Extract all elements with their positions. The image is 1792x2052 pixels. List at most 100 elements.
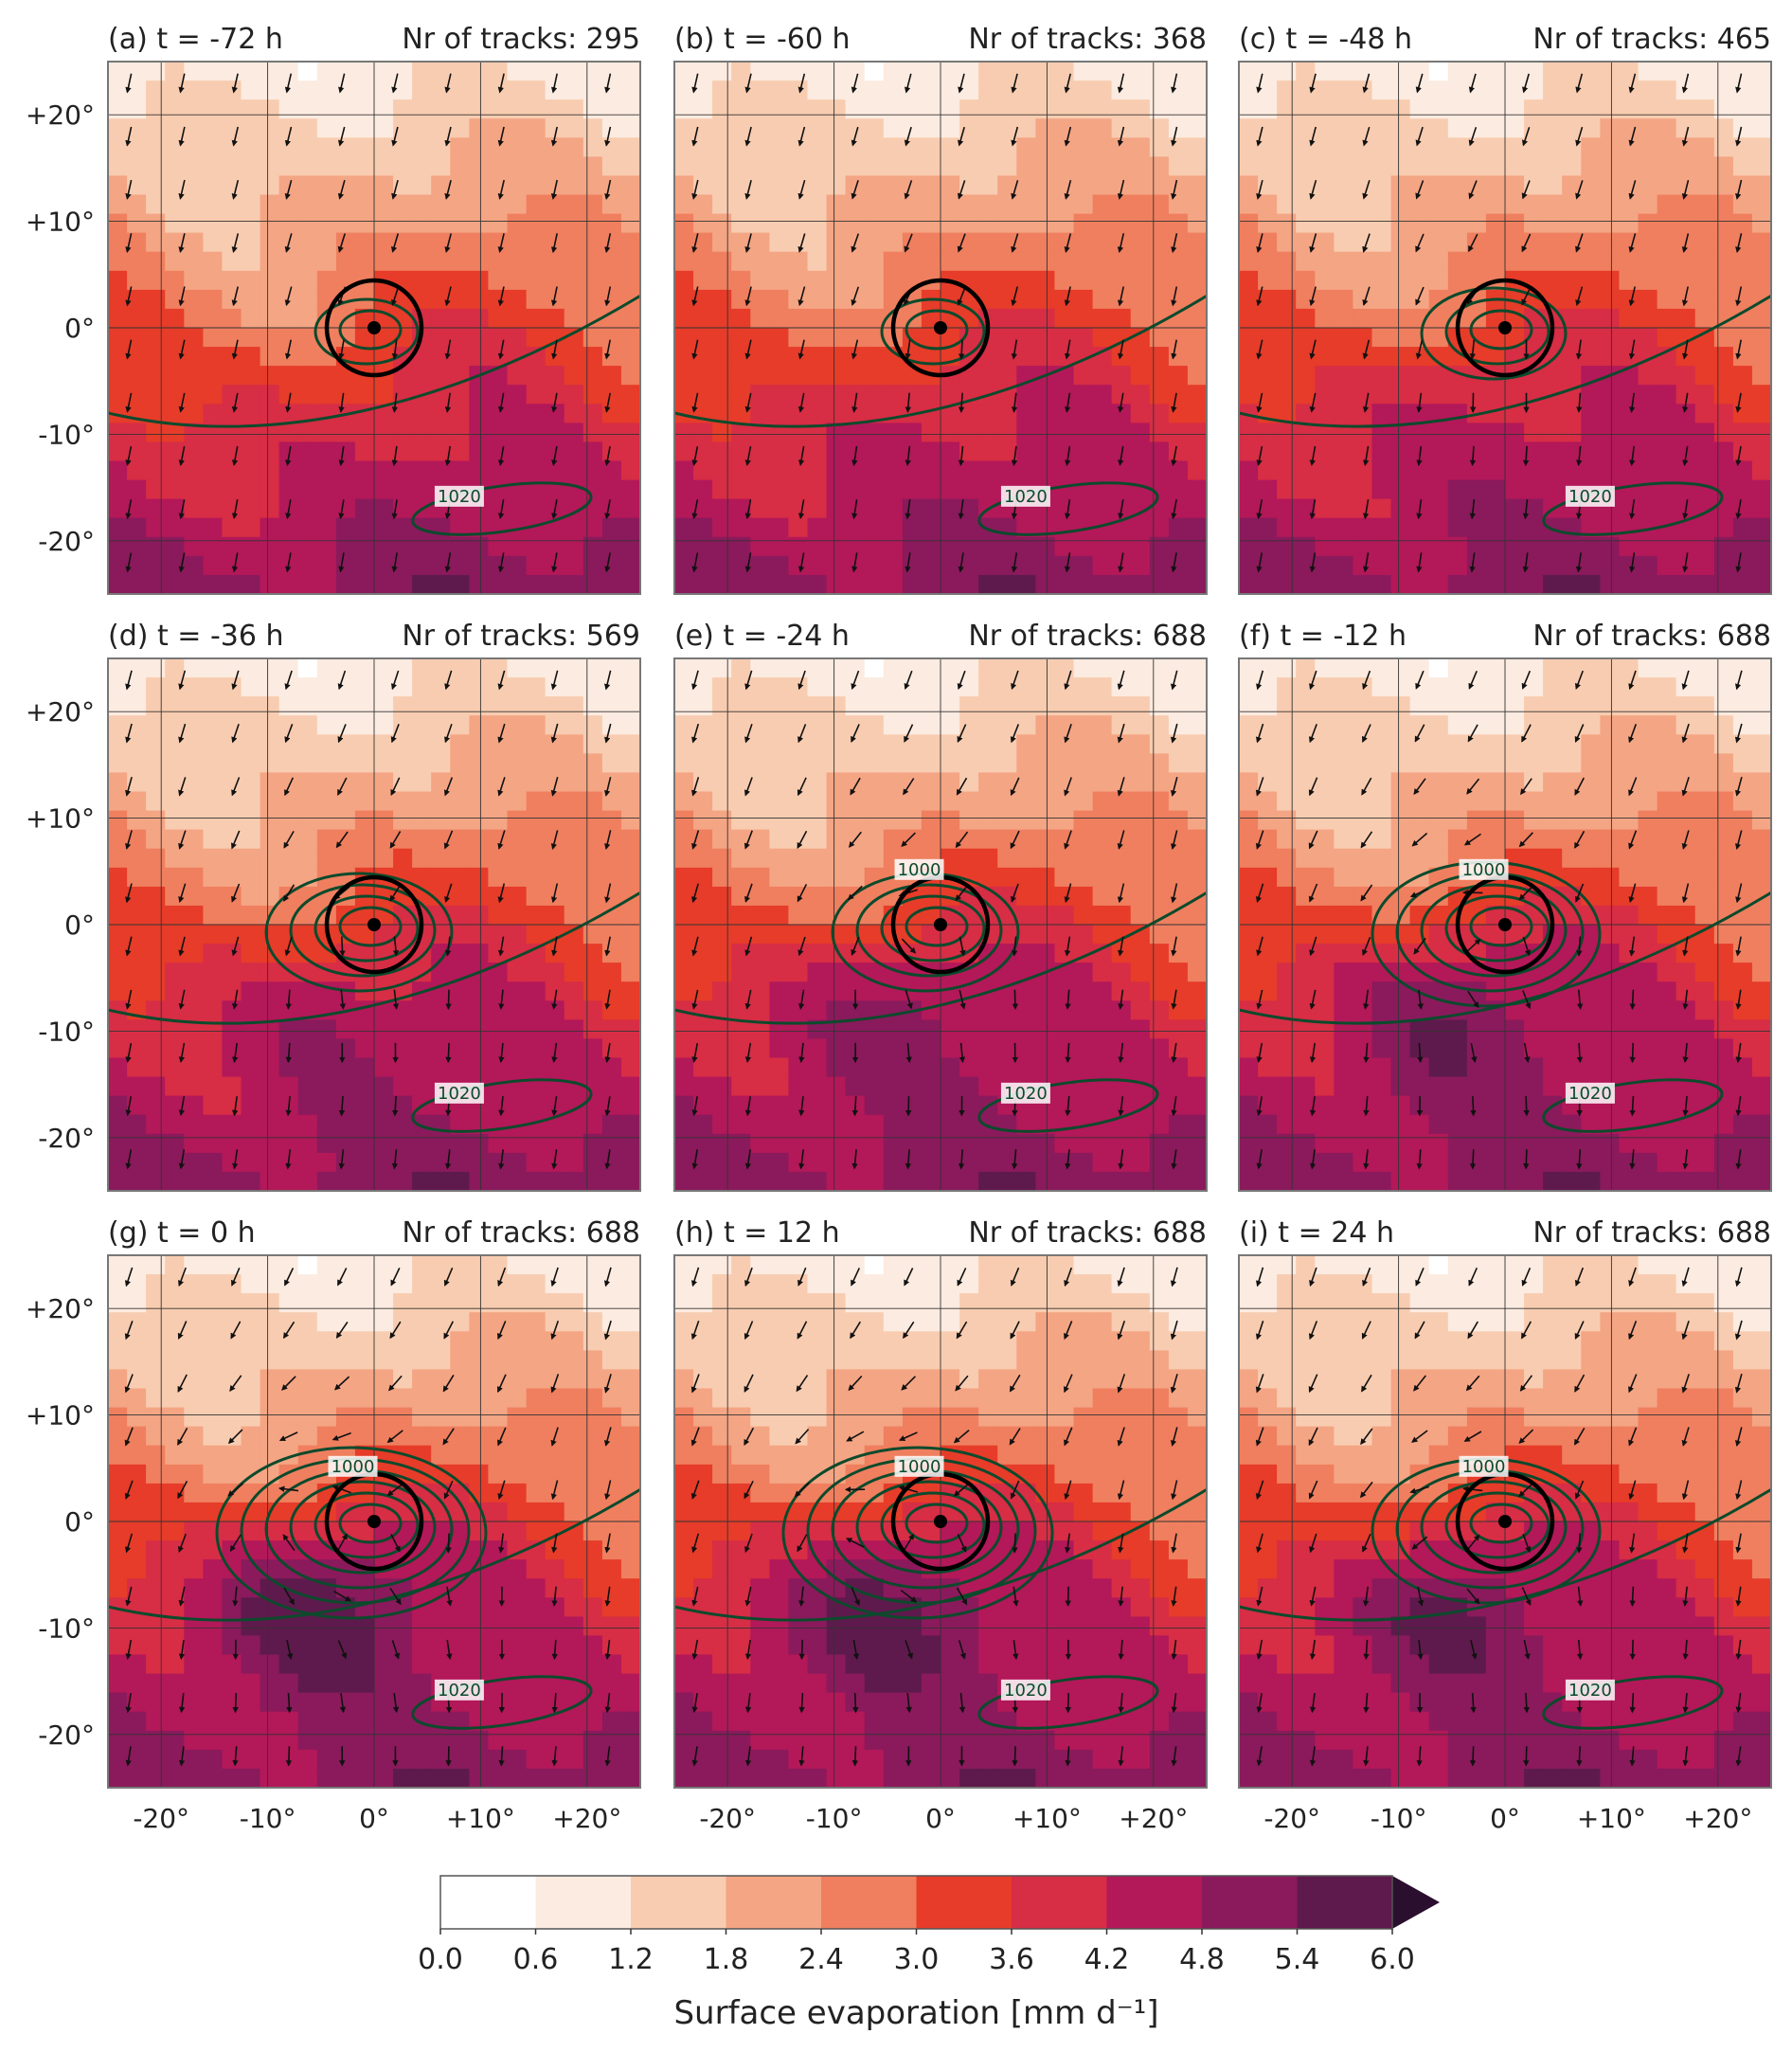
field-cell — [1239, 99, 1259, 119]
field-cell — [146, 81, 166, 100]
field-cell — [1035, 658, 1056, 678]
wind-arrow — [1117, 233, 1125, 254]
field-cell — [1149, 715, 1170, 735]
field-cell — [1466, 441, 1487, 462]
field-cell — [393, 1038, 413, 1059]
field-cell — [864, 156, 885, 177]
field-cell — [526, 555, 547, 576]
field-cell — [488, 1133, 509, 1154]
field-cell — [1239, 1019, 1259, 1040]
field-cell — [997, 423, 1017, 443]
field-cell — [354, 137, 375, 157]
field-cell — [864, 289, 885, 310]
field-cell — [260, 536, 280, 557]
field-cell — [354, 1000, 375, 1020]
field-cell — [127, 81, 147, 100]
field-cell — [1168, 441, 1189, 462]
field-cell — [1694, 289, 1715, 310]
wind-arrow — [1256, 499, 1263, 520]
field-cell — [826, 232, 847, 253]
wind-arrow — [1681, 233, 1690, 254]
field-cell — [260, 328, 280, 348]
field-cell — [241, 1152, 261, 1173]
field-cell — [864, 385, 885, 405]
field-cell — [431, 677, 451, 697]
field-cell — [1035, 1000, 1056, 1020]
field-cell — [1035, 194, 1056, 215]
field-cell — [1130, 137, 1151, 157]
field-cell — [278, 366, 299, 386]
wind-arrow — [1065, 445, 1071, 467]
field-cell — [354, 99, 375, 119]
field-cell — [1619, 347, 1640, 367]
field-cell — [1371, 753, 1392, 774]
field-cell — [1016, 734, 1036, 754]
field-cell — [864, 251, 885, 272]
field-cell — [959, 925, 979, 945]
field-cell — [526, 791, 547, 812]
field-cell — [731, 270, 751, 291]
field-cell — [1524, 441, 1544, 462]
wind-arrow — [444, 936, 452, 957]
field-cell — [1092, 867, 1113, 888]
field-cell — [1466, 423, 1487, 443]
wind-arrow — [1064, 499, 1071, 520]
field-cell — [1035, 423, 1056, 443]
field-cell — [1466, 658, 1487, 678]
field-cell — [1505, 498, 1525, 519]
field-cell — [1130, 1038, 1151, 1059]
field-cell — [1562, 574, 1582, 594]
field-cell — [1016, 81, 1036, 100]
cyclone-center-dot — [934, 321, 947, 334]
field-cell — [1258, 555, 1278, 576]
field-cell — [412, 555, 432, 576]
field-cell — [1409, 658, 1430, 678]
field-cell — [222, 175, 242, 196]
field-cell — [1619, 194, 1640, 215]
wind-arrow — [958, 126, 965, 147]
field-cell — [1130, 1114, 1151, 1135]
field-cell — [1713, 479, 1734, 500]
field-cell — [1657, 366, 1677, 386]
field-cell — [1390, 574, 1411, 594]
field-cell — [1277, 848, 1297, 869]
field-cell — [184, 498, 204, 519]
field-cell — [731, 385, 751, 405]
field-cell — [222, 1038, 242, 1059]
field-cell — [1732, 479, 1753, 500]
field-cell — [564, 251, 584, 272]
field-cell — [431, 658, 451, 678]
field-cell — [203, 981, 224, 1001]
field-cell — [1334, 1076, 1354, 1097]
field-cell — [864, 517, 885, 538]
field-cell — [278, 308, 299, 329]
wind-arrow — [797, 233, 806, 253]
wind-arrow — [1629, 392, 1636, 413]
wind-arrow — [231, 989, 239, 1010]
wind-arrow — [391, 179, 399, 200]
field-cell — [1581, 517, 1601, 538]
field-cell — [146, 1133, 166, 1154]
wind-arrow — [284, 777, 295, 797]
field-cell — [222, 62, 242, 81]
field-cell — [1751, 536, 1771, 557]
field-cell — [826, 118, 847, 138]
field-cell — [731, 347, 751, 367]
field-cell — [488, 99, 509, 119]
field-cell — [564, 867, 584, 888]
field-cell — [393, 772, 413, 793]
field-cell — [1035, 385, 1056, 405]
field-cell — [393, 1133, 413, 1154]
field-cell — [941, 175, 960, 196]
field-cell — [564, 347, 584, 367]
field-cell — [507, 810, 528, 831]
field-cell — [146, 175, 166, 196]
field-cell — [507, 366, 528, 386]
field-cell — [1130, 925, 1151, 945]
field-cell — [297, 829, 318, 850]
field-cell — [1149, 118, 1170, 138]
field-cell — [1409, 517, 1430, 538]
field-cell — [222, 441, 242, 462]
field-cell — [941, 137, 960, 157]
field-cell — [354, 1076, 375, 1097]
